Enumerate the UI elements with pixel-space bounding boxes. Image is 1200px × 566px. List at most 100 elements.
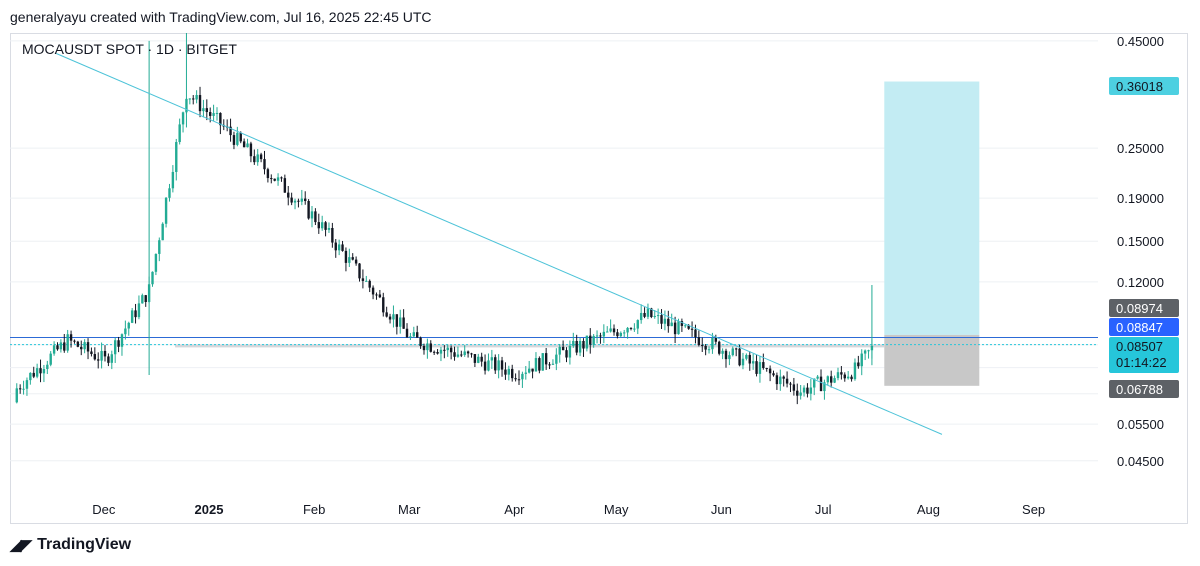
candle-body	[304, 198, 307, 201]
candle-body	[626, 327, 629, 333]
candle-body	[796, 390, 799, 396]
candle-body	[775, 375, 779, 385]
candle-body	[741, 358, 745, 366]
candle-body	[480, 356, 483, 362]
candle-body	[93, 354, 97, 360]
candle-body	[232, 135, 236, 145]
candle-body	[636, 320, 639, 329]
candle-body	[307, 200, 310, 219]
candle-body	[656, 315, 660, 317]
candle-body	[334, 242, 337, 251]
candle-body	[215, 112, 219, 114]
candle-body	[276, 177, 280, 181]
candle-body	[351, 257, 354, 260]
candle-body	[412, 332, 416, 337]
candle-body	[314, 211, 317, 223]
candle-body	[283, 178, 287, 193]
candle-body	[113, 340, 117, 355]
candle-body	[246, 143, 249, 148]
candle-body	[653, 316, 656, 318]
y-tick-label: 0.12000	[1117, 275, 1164, 290]
y-tick-label: 0.04500	[1117, 454, 1164, 469]
candle-body	[802, 387, 806, 393]
candle-body	[762, 362, 765, 369]
candle-body	[422, 345, 426, 351]
candle-body	[124, 328, 127, 335]
candle-body	[745, 354, 748, 359]
candle-body	[171, 171, 175, 189]
candle-body	[361, 278, 365, 281]
candle-body	[609, 328, 612, 332]
candle-body	[619, 332, 623, 337]
x-tick-label: Feb	[303, 502, 325, 517]
candle-body	[507, 368, 511, 375]
candle-body	[354, 259, 358, 264]
candle-body	[416, 332, 419, 338]
candle-body	[751, 361, 755, 364]
candle-body	[558, 346, 561, 355]
candle-body	[22, 388, 25, 390]
candle-body	[385, 312, 388, 317]
candle-body	[843, 374, 846, 379]
candle-body	[850, 376, 853, 380]
candle-body	[748, 354, 751, 364]
candle-body	[806, 387, 809, 394]
candle-body	[738, 348, 741, 366]
candle-body	[59, 342, 63, 350]
candle-body	[809, 387, 813, 394]
footer-brand-label: TradingView	[37, 536, 132, 553]
chart-frame[interactable]	[10, 33, 1188, 524]
x-tick-label: 2025	[195, 502, 224, 517]
candle-body	[365, 280, 368, 282]
candle-body	[73, 340, 76, 342]
candle-body	[446, 347, 449, 351]
candle-body	[575, 340, 578, 353]
candle-body	[259, 154, 263, 160]
candle-body	[473, 354, 477, 363]
candle-body	[320, 222, 324, 229]
candle-body	[263, 159, 266, 170]
candle-body	[192, 98, 195, 100]
candle-body	[46, 364, 49, 370]
candle-body	[867, 350, 870, 352]
candle-body	[402, 317, 405, 329]
x-tick-label: May	[604, 502, 629, 517]
candle-body	[32, 372, 35, 377]
candle-body	[521, 373, 524, 380]
candle-body	[219, 112, 222, 126]
x-tick-label: Mar	[398, 502, 421, 517]
candle-body	[368, 280, 371, 288]
candle-body	[107, 356, 110, 363]
candle-body	[127, 322, 130, 329]
candle-body	[731, 348, 734, 356]
candle-body	[273, 178, 276, 181]
candle-body	[317, 222, 320, 229]
candle-body	[35, 368, 39, 377]
candle-body	[103, 350, 107, 357]
candle-body	[195, 95, 198, 100]
candle-body	[392, 314, 395, 320]
candle-body	[293, 200, 297, 203]
candle-body	[670, 322, 673, 327]
candle-body	[846, 376, 850, 379]
candle-body	[141, 295, 144, 304]
candle-body	[561, 346, 565, 351]
candle-body	[541, 353, 544, 371]
candle-body	[616, 332, 619, 337]
candle-body	[25, 380, 29, 389]
candle-body	[39, 368, 42, 374]
candle-body	[704, 345, 707, 350]
candle-body	[755, 361, 758, 374]
candle-body	[690, 328, 694, 330]
candle-body	[819, 376, 823, 392]
x-tick-label: Jul	[815, 502, 832, 517]
candle-body	[399, 317, 402, 327]
candle-body	[694, 329, 697, 338]
footer-brand[interactable]: ◢◤ TradingView	[10, 536, 131, 554]
candle-body	[863, 350, 867, 354]
candle-body	[680, 321, 684, 326]
candle-body	[164, 197, 168, 224]
candle-body	[395, 314, 399, 327]
candle-body	[582, 340, 585, 349]
